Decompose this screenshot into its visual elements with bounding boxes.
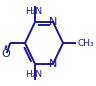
Text: H₂N: H₂N [26,7,43,16]
Text: O: O [2,49,10,59]
Text: H₂N: H₂N [26,70,43,79]
Text: N: N [49,17,57,27]
Text: CH₃: CH₃ [77,39,94,47]
Text: N: N [49,59,57,69]
